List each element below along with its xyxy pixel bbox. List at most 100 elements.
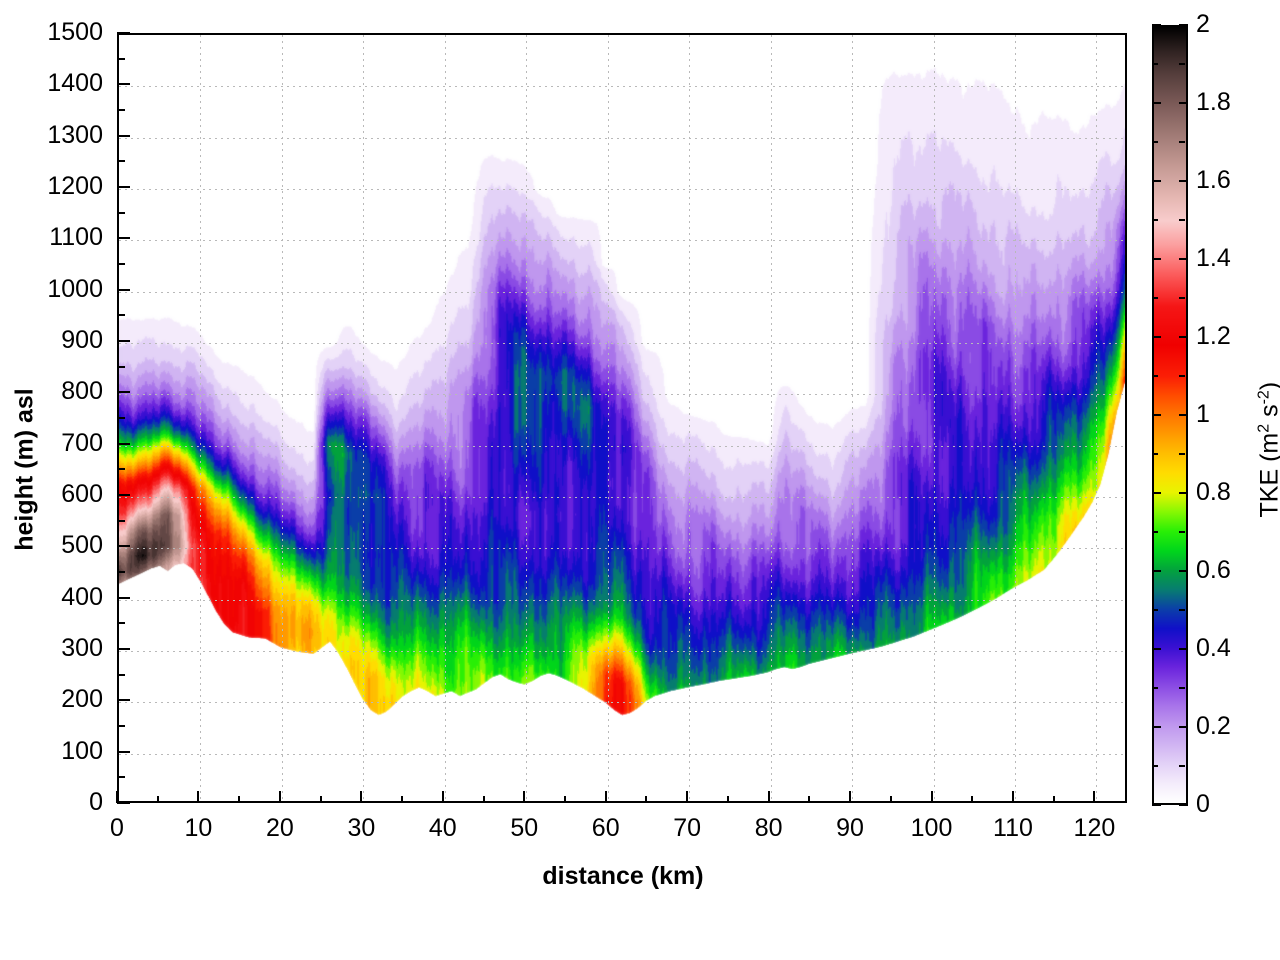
colorbar-tick-minor — [1152, 63, 1158, 65]
colorbar-title-end: ) — [1256, 382, 1280, 390]
x-axis-tick-major — [197, 791, 200, 803]
y-axis-tick-minor — [117, 776, 125, 779]
colorbar-tick-right — [1179, 336, 1188, 338]
colorbar-title-exp2: -2 — [1255, 390, 1273, 405]
x-axis-tick-minor — [401, 796, 404, 803]
y-axis-tick-minor — [117, 417, 125, 419]
colorbar-tick-label: 1.8 — [1196, 88, 1231, 116]
y-axis-tick-major — [117, 750, 130, 753]
y-axis-tick-major — [117, 134, 130, 137]
x-axis-tick-minor — [726, 796, 729, 803]
y-axis-tick-label: 400 — [61, 582, 103, 611]
x-axis-tick-label: 60 — [591, 814, 620, 842]
gridline-vertical — [1096, 35, 1098, 801]
x-axis-tick-major — [767, 791, 770, 803]
gridline-vertical — [770, 35, 772, 801]
y-axis-tick-minor — [117, 519, 125, 522]
colorbar-title-exp1: 2 — [1255, 423, 1273, 433]
y-axis-tick-major — [117, 545, 130, 548]
colorbar-tick-label: 1.6 — [1196, 166, 1231, 194]
y-axis-tick-major — [117, 288, 130, 291]
y-axis-tick-label: 900 — [61, 326, 103, 354]
colorbar-tick-left — [1152, 804, 1161, 806]
gridline-vertical — [607, 35, 609, 801]
x-axis-tick-minor — [645, 796, 648, 803]
x-axis-tick-label: 20 — [265, 814, 294, 842]
gridline-horizontal — [119, 86, 1125, 88]
colorbar-tick-right — [1179, 414, 1188, 416]
x-axis-tick-major — [930, 791, 933, 803]
colorbar-tick-right — [1179, 804, 1188, 806]
y-axis-tick-label: 700 — [61, 428, 103, 457]
x-axis-tick-minor — [808, 796, 811, 803]
y-axis-tick-minor — [117, 571, 125, 573]
x-axis-tick-label: 110 — [993, 814, 1033, 842]
colorbar-tick-minor — [1152, 609, 1158, 611]
y-axis-tick-label: 1300 — [47, 120, 103, 149]
colorbar-tick-minor — [1152, 531, 1158, 533]
colorbar-tick-right — [1179, 492, 1188, 494]
y-axis-tick-label: 1000 — [47, 274, 103, 303]
x-axis-tick-major — [360, 791, 363, 803]
colorbar-title-mid: s — [1256, 404, 1280, 423]
gridline-horizontal — [119, 753, 1125, 755]
gridline-horizontal — [119, 651, 1125, 652]
colorbar-title-text: TKE (m — [1255, 432, 1280, 518]
colorbar-tick-left — [1152, 648, 1161, 650]
gridline-vertical — [200, 35, 202, 801]
colorbar-tick-right — [1179, 24, 1188, 26]
gridline-vertical — [281, 35, 283, 801]
x-axis-tick-major — [686, 791, 689, 803]
colorbar-tick-label: 0.2 — [1196, 712, 1231, 740]
y-axis-tick-major — [117, 802, 130, 804]
colorbar-tick-minor — [1179, 453, 1185, 455]
y-axis-tick-major — [117, 340, 130, 342]
y-axis-tick-label: 800 — [61, 377, 103, 406]
y-axis-tick-major — [117, 32, 130, 34]
colorbar-tick-minor — [1152, 375, 1158, 377]
gridline-horizontal — [119, 599, 1125, 601]
gridline-vertical — [1014, 35, 1016, 801]
y-axis-tick-major — [117, 83, 130, 86]
gridline-vertical — [363, 35, 365, 801]
x-axis-tick-major — [1093, 791, 1096, 803]
colorbar-tick-left — [1152, 726, 1161, 728]
colorbar-tick-minor — [1152, 453, 1158, 455]
y-axis-tick-major — [117, 699, 130, 702]
gridline-vertical — [933, 35, 935, 801]
x-axis-tick-label: 0 — [110, 814, 124, 842]
tke-cross-section-heatmap — [119, 35, 1125, 801]
y-axis-tick-minor — [117, 57, 125, 60]
colorbar-tick-left — [1152, 258, 1161, 260]
colorbar-tick-minor — [1152, 687, 1158, 689]
x-axis-tick-major — [523, 791, 526, 803]
colorbar-tick-minor — [1152, 141, 1158, 143]
colorbar-tick-minor — [1179, 765, 1185, 767]
y-axis-tick-minor — [117, 314, 125, 317]
colorbar-tick-right — [1179, 726, 1188, 728]
x-axis-tick-label: 100 — [910, 814, 953, 842]
y-axis-tick-minor — [117, 109, 125, 111]
y-axis-tick-major — [117, 391, 130, 394]
colorbar-tick-minor — [1179, 63, 1185, 65]
gridline-horizontal — [119, 189, 1125, 190]
colorbar-tick-minor — [1179, 297, 1185, 299]
y-axis-tick-label: 1200 — [47, 172, 103, 200]
colorbar-tick-minor — [1152, 297, 1158, 299]
x-axis-tick-label: 30 — [347, 814, 376, 842]
y-axis-tick-minor — [117, 211, 125, 214]
colorbar-tick-right — [1179, 648, 1188, 650]
gridline-horizontal — [119, 445, 1125, 447]
y-axis-tick-minor — [117, 263, 125, 265]
y-axis-tick-minor — [117, 160, 125, 163]
x-axis-tick-label: 70 — [673, 814, 702, 842]
x-axis-tick-label: 40 — [428, 814, 457, 842]
x-axis-title: distance (km) — [542, 862, 704, 890]
colorbar-tick-left — [1152, 414, 1161, 416]
y-axis-tick-label: 300 — [61, 634, 103, 662]
gridline-horizontal — [119, 137, 1125, 139]
plot-area — [117, 33, 1127, 803]
gridline-vertical — [526, 35, 528, 801]
gridline-vertical — [689, 35, 691, 801]
x-axis-tick-label: 50 — [510, 814, 539, 842]
